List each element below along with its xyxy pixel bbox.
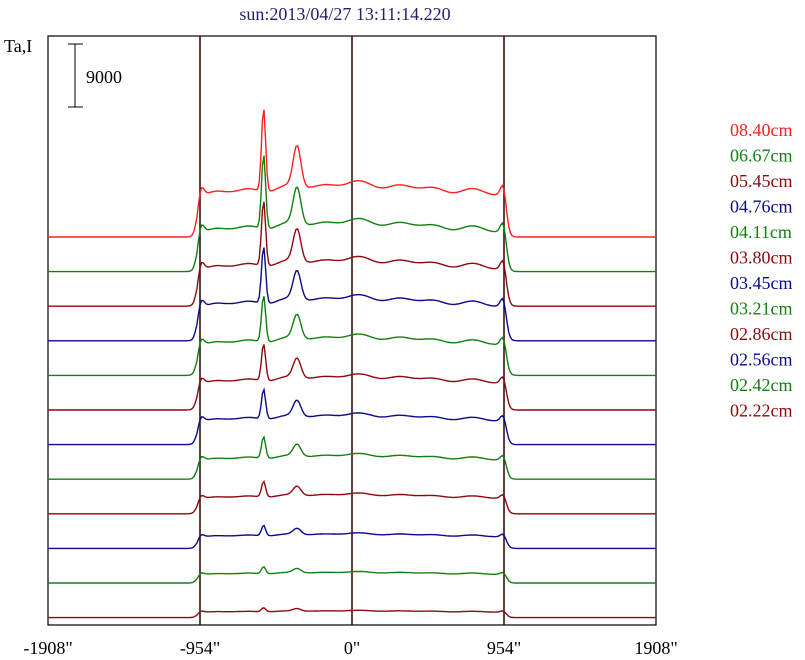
series-line-04-76cm	[48, 247, 656, 342]
series-line-06-67cm	[48, 155, 656, 273]
series-line-02-42cm	[48, 565, 656, 584]
series-line-03-45cm	[48, 387, 656, 446]
series-line-08-40cm	[48, 109, 656, 238]
legend-item: 02.56cm	[730, 350, 793, 370]
series-layer	[48, 109, 656, 619]
legend-item: 05.45cm	[730, 171, 793, 191]
series-line-04-11cm	[48, 296, 656, 377]
legend-item: 03.21cm	[730, 299, 793, 319]
x-tick-label: 1908"	[634, 638, 677, 658]
legend-item: 02.22cm	[730, 401, 793, 421]
series-line-03-80cm	[48, 344, 656, 411]
legend-item: 03.45cm	[730, 273, 793, 293]
legend-item: 08.40cm	[730, 120, 793, 140]
y-axis-label: Ta,I	[4, 36, 32, 56]
x-tick-label: 954"	[487, 638, 521, 658]
legend: 08.40cm 06.67cm 05.45cm 04.76cm 04.11cm 03.80…	[730, 120, 793, 421]
legend-item: 04.11cm	[730, 222, 792, 242]
scale-bar-label: 9000	[86, 67, 122, 87]
legend-item: 04.76cm	[730, 197, 793, 217]
legend-item: 02.42cm	[730, 375, 793, 395]
series-line-05-45cm	[48, 201, 656, 307]
x-tick-label: -1908"	[23, 638, 72, 658]
x-tick-label: -954"	[180, 638, 220, 658]
x-tick-labels: -1908" -954" 0" 954" 1908"	[23, 638, 677, 658]
series-line-02-56cm	[48, 524, 656, 550]
chart-title: sun:2013/04/27 13:11:14.220	[239, 4, 450, 24]
legend-item: 06.67cm	[730, 146, 793, 166]
scale-bar: 9000	[68, 43, 122, 108]
legend-item: 02.86cm	[730, 324, 793, 344]
series-line-02-22cm	[48, 607, 656, 619]
series-line-02-86cm	[48, 479, 656, 515]
x-tick-label: 0"	[344, 638, 360, 658]
series-line-03-21cm	[48, 435, 656, 480]
legend-item: 03.80cm	[730, 248, 793, 268]
marker-lines	[199, 36, 505, 625]
